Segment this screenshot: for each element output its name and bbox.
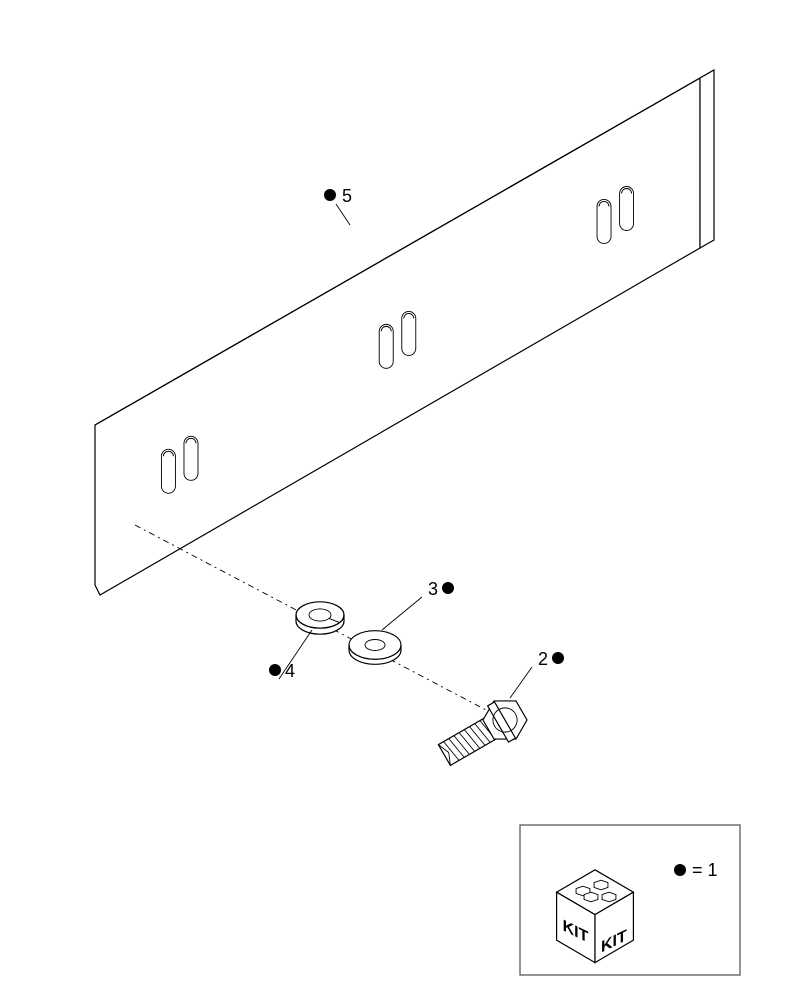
kit-contents-icon <box>602 892 616 902</box>
kit-legend: KITKIT= 1 <box>520 825 740 975</box>
blade-front-face <box>95 78 700 595</box>
callout-label: 5 <box>342 186 352 206</box>
lock-washer <box>296 602 344 634</box>
callout-dot-icon <box>324 189 336 201</box>
blade-slot <box>620 187 634 231</box>
parts-diagram: 5 3 4 2 KITKIT= 1 <box>0 0 812 1000</box>
legend-text: = 1 <box>692 860 718 880</box>
blade-slot <box>161 449 175 493</box>
hex-bolt <box>433 691 532 774</box>
blade-slot <box>597 199 611 243</box>
callout-dot-icon <box>442 582 454 594</box>
kit-contents-icon <box>594 880 608 890</box>
blade-slot <box>379 324 393 368</box>
callout-3: 3 <box>382 579 454 630</box>
kit-contents-icon <box>584 892 598 902</box>
callout-label: 4 <box>285 661 295 681</box>
blade-slot <box>402 311 416 355</box>
blade-slot <box>184 436 198 480</box>
callout-label: 2 <box>538 649 548 669</box>
callout-dot-icon <box>552 652 564 664</box>
callout-2: 2 <box>510 649 564 698</box>
blade-side-face <box>700 70 714 248</box>
callout-5: 5 <box>324 186 352 225</box>
flat-washer <box>349 631 401 665</box>
callout-4: 4 <box>269 630 312 681</box>
legend-dot-icon <box>674 864 686 876</box>
callout-dot-icon <box>269 664 281 676</box>
callout-label: 3 <box>428 579 438 599</box>
